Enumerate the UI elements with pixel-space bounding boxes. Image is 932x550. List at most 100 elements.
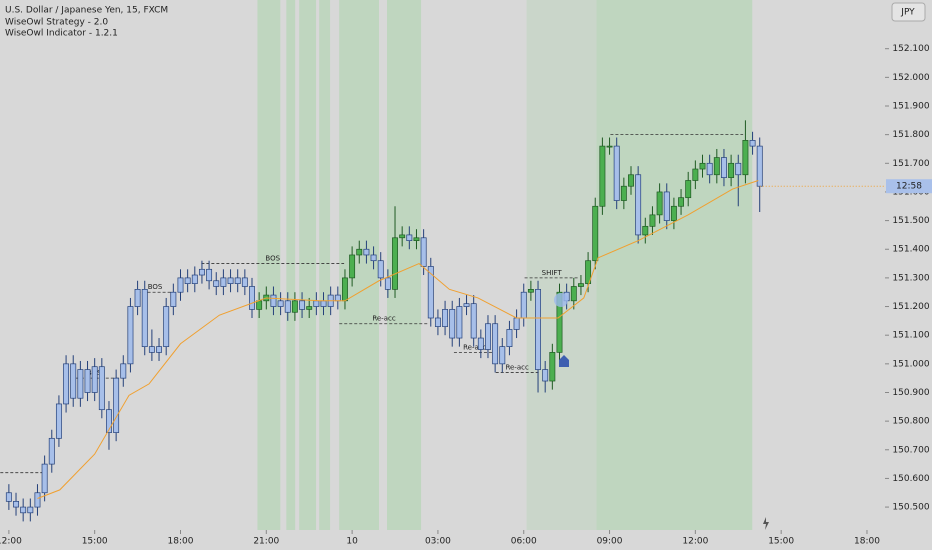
candle-body <box>227 277 234 284</box>
candle-body <box>527 289 534 293</box>
y-tick-label: 152.100 <box>892 44 929 54</box>
candle-body <box>513 317 520 330</box>
candle-body <box>191 274 198 284</box>
candle-body <box>728 162 735 178</box>
candle-body <box>628 174 634 187</box>
signal-marker <box>559 355 569 367</box>
currency-button[interactable] <box>891 2 926 22</box>
candle-body <box>377 260 384 279</box>
candle-body <box>656 191 663 216</box>
candle-body <box>134 289 141 307</box>
candle-body <box>77 369 84 399</box>
candle-body <box>113 377 120 433</box>
candle-body <box>678 197 685 207</box>
candle-body <box>313 300 320 307</box>
candle-body <box>642 225 649 236</box>
chart-title: U.S. Dollar / Japanese Yen, 15, FXCM <box>5 6 168 16</box>
price-label-box <box>886 179 932 194</box>
signal-dot <box>554 293 568 307</box>
candle-body <box>449 309 456 339</box>
candle-body <box>649 214 656 227</box>
candle-body <box>413 237 420 241</box>
session-band <box>596 0 753 530</box>
candle-body <box>241 277 248 287</box>
candle-body <box>299 300 306 310</box>
session-band <box>339 0 379 530</box>
x-tick-label: 12:00 <box>682 537 708 547</box>
candle-body <box>663 191 670 221</box>
session-band <box>286 0 296 530</box>
candle-body <box>556 291 563 353</box>
y-tick-label: 150.900 <box>892 388 929 398</box>
candle-body <box>27 506 34 514</box>
candle-body <box>420 237 427 267</box>
candle-body <box>198 268 205 276</box>
candle-body <box>334 294 341 302</box>
session-band <box>319 0 331 530</box>
candle-body <box>735 162 742 176</box>
candle-body <box>170 291 177 307</box>
candle-body <box>549 352 556 382</box>
candle-body <box>234 277 241 284</box>
level-label: BOS <box>148 283 163 291</box>
moving-average <box>37 180 759 499</box>
y-tick-label: 150.700 <box>892 445 929 455</box>
candle-body <box>127 306 134 365</box>
candle-body <box>384 277 391 290</box>
candle-body <box>270 294 277 307</box>
candle-body <box>370 254 377 262</box>
candle-body <box>342 277 348 302</box>
candle-body <box>670 205 677 221</box>
candle-body <box>570 286 577 302</box>
candle-body <box>499 346 506 365</box>
x-tick-label: 09:00 <box>597 537 623 547</box>
candle-body <box>306 306 313 310</box>
level-label: Re-acc <box>372 315 396 323</box>
sessions <box>257 0 753 530</box>
x-tick-label: 12:00 <box>0 537 22 547</box>
candle-body <box>613 145 620 201</box>
y-tick-label: 151.100 <box>892 331 929 341</box>
y-tick-label: 150.600 <box>892 474 929 484</box>
candle-body <box>84 369 91 393</box>
candle-body <box>13 501 19 508</box>
candle-body <box>470 303 477 339</box>
candle-body <box>141 289 148 347</box>
candle-body <box>477 337 484 350</box>
y-tick-label: 151.800 <box>892 130 929 140</box>
candle-body <box>48 437 55 465</box>
candle-body <box>70 363 77 399</box>
candle-body <box>320 300 327 307</box>
candle-body <box>148 346 155 353</box>
candle-body <box>713 157 720 176</box>
candle-body <box>577 283 584 287</box>
candle-body <box>599 145 606 207</box>
candle-body <box>277 300 284 307</box>
candle-body <box>442 309 449 327</box>
candle-body <box>120 363 127 379</box>
candle-body <box>213 280 220 287</box>
candle-body <box>706 162 713 176</box>
indicator-label: WiseOwl Indicator - 1.2.1 <box>5 29 118 39</box>
candle-body <box>434 317 441 327</box>
candle-body <box>535 289 541 370</box>
candle-body <box>463 303 470 307</box>
candle-body <box>156 346 162 353</box>
currency-label[interactable]: JPY <box>900 8 915 18</box>
session-band <box>299 0 317 530</box>
candle-body <box>55 403 62 439</box>
x-tick-label: 03:00 <box>425 537 451 547</box>
candle-body <box>206 268 213 282</box>
countdown-label: 12:58 <box>896 182 922 192</box>
x-tick-label: 18:00 <box>854 537 880 547</box>
level-label: Re-acc <box>505 363 529 371</box>
candle-body <box>492 323 499 365</box>
candle-body <box>5 492 12 502</box>
replay-icon[interactable] <box>763 517 769 530</box>
candle-body <box>506 329 513 347</box>
level-label: Re-acc <box>463 343 487 351</box>
candle-body <box>749 140 756 147</box>
level-label: SHIFT <box>542 269 563 277</box>
candle-body <box>742 140 749 176</box>
